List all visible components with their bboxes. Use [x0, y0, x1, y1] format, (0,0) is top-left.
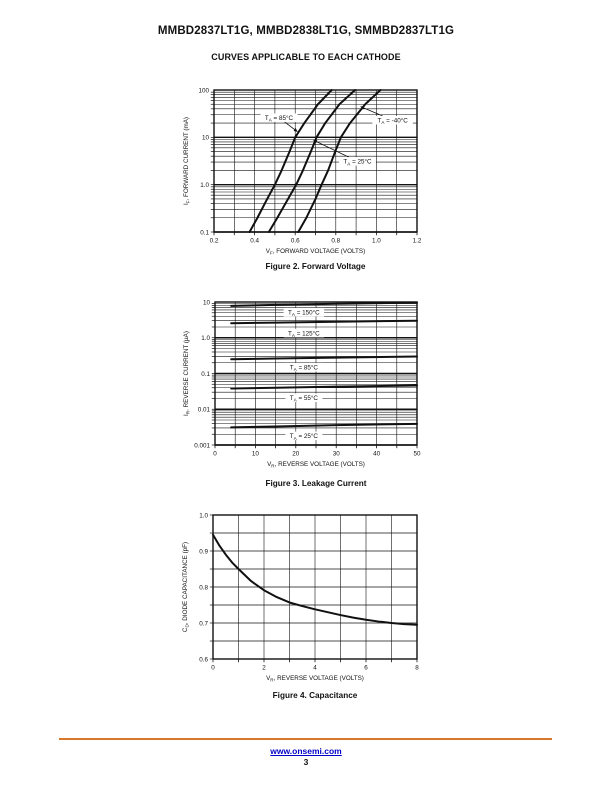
fig3-annotation-3: TA = 55°C [285, 393, 323, 403]
fig2-curve-1 [267, 89, 357, 233]
svg-text:10: 10 [203, 299, 211, 306]
fig3-annotation-1: TA = 125°C [283, 328, 325, 338]
svg-text:TA = 150°C: TA = 150°C [288, 308, 320, 317]
figure2-caption: Figure 2. Forward Voltage [265, 262, 366, 271]
fig2-x-axis-title: VF, FORWARD VOLTAGE (VOLTS) [266, 248, 365, 256]
fig2-y-axis-title: IF, FORWARD CURRENT (mA) [183, 117, 191, 205]
footer-rule [59, 738, 552, 741]
svg-text:TA = 85°C: TA = 85°C [290, 364, 319, 373]
fig3-curve-1 [230, 319, 418, 325]
grid [210, 90, 418, 236]
svg-text:0.7: 0.7 [199, 620, 208, 627]
figure2-forward-voltage-chart: 0.2 0.4 0.6 0.8 1.0 1.2 100 10 1.0 0.1 VF, FORWARD… [183, 87, 422, 256]
fig2-annotation-2: TA = 25°C [313, 139, 376, 167]
svg-text:4: 4 [313, 665, 317, 672]
svg-text:TA = 55°C: TA = 55°C [290, 394, 319, 403]
svg-text:40: 40 [373, 451, 381, 458]
fig3-annotation-0: TA = 150°C [283, 307, 325, 317]
fig2-curve-0 [248, 89, 333, 233]
svg-text:10: 10 [252, 451, 260, 458]
svg-text:1.0: 1.0 [200, 182, 209, 189]
svg-text:TA = 125°C: TA = 125°C [288, 329, 320, 338]
fig3-annotation-2: TA = 85°C [285, 362, 323, 373]
svg-text:0.8: 0.8 [331, 238, 340, 245]
svg-text:2: 2 [262, 665, 266, 672]
grid [209, 514, 418, 663]
page-title: MMBD2837LT1G, MMBD2838LT1G, SMMBD2837LT1… [157, 25, 455, 37]
fig3-x-axis-title: VR, REVERSE VOLTAGE (VOLTS) [267, 461, 365, 469]
svg-text:8: 8 [415, 665, 419, 672]
svg-text:0.1: 0.1 [200, 229, 209, 236]
figure3-leakage-current-chart: 0 10 20 30 40 50 10 1.0 0.1 0.01 0.001 VR, REVERSE … [183, 299, 421, 469]
svg-text:0.8: 0.8 [199, 584, 208, 591]
svg-text:TA = 85°C: TA = 85°C [265, 114, 294, 123]
svg-text:6: 6 [364, 665, 368, 672]
svg-text:1.0: 1.0 [201, 335, 210, 342]
fig3-curve-4 [230, 422, 418, 429]
svg-text:TA = 25°C: TA = 25°C [290, 432, 319, 441]
svg-text:1.0: 1.0 [199, 512, 208, 519]
svg-text:0.1: 0.1 [201, 371, 210, 378]
svg-text:10: 10 [202, 135, 210, 142]
svg-text:1.2: 1.2 [413, 238, 422, 245]
svg-text:0: 0 [213, 451, 217, 458]
page-subtitle: CURVES APPLICABLE TO EACH CATHODE [211, 52, 401, 62]
fig4-x-axis-title: VR, REVERSE VOLTAGE (VOLTS) [266, 675, 364, 683]
fig4-curve-0 [212, 533, 418, 626]
onsemi-link[interactable]: www.onsemi.com [270, 746, 342, 756]
svg-text:0: 0 [211, 665, 215, 672]
fig2-curve-2 [297, 89, 382, 233]
svg-text:50: 50 [413, 451, 421, 458]
fig3-curve-3 [230, 384, 418, 390]
svg-text:0.01: 0.01 [198, 407, 211, 414]
fig2-annotation-0: TA = 85°C [260, 113, 298, 132]
fig4-y-axis-title: CD, DIODE CAPACITANCE (pF) [182, 542, 190, 632]
fig3-curve-0 [230, 301, 418, 307]
svg-text:TA = 25°C: TA = 25°C [343, 158, 372, 167]
svg-text:0.6: 0.6 [199, 656, 208, 663]
svg-text:0.6: 0.6 [291, 238, 300, 245]
svg-text:20: 20 [292, 451, 300, 458]
fig3-curve-2 [230, 355, 418, 361]
svg-text:0.9: 0.9 [199, 548, 208, 555]
svg-text:0.2: 0.2 [210, 238, 219, 245]
svg-text:1.0: 1.0 [372, 238, 381, 245]
svg-text:0.001: 0.001 [194, 442, 210, 449]
page-number: 3 [303, 757, 309, 767]
svg-text:TA = -40°C: TA = -40°C [377, 117, 408, 126]
figure3-caption: Figure 3. Leakage Current [265, 479, 367, 488]
figure4-capacitance-chart: 0 2 4 6 8 1.0 0.9 0.8 0.7 0.6 VR, REVERSE VOLTAGE … [182, 512, 419, 683]
fig3-y-axis-title: IR, REVERSE CURRENT (µA) [183, 331, 191, 416]
svg-text:30: 30 [333, 451, 341, 458]
fig2-annotation-1: TA = -40°C [360, 106, 413, 125]
svg-text:0.4: 0.4 [250, 238, 259, 245]
fig3-annotation-4: TA = 25°C [285, 431, 323, 441]
figure4-caption: Figure 4. Capacitance [272, 691, 358, 700]
svg-text:100: 100 [198, 87, 209, 94]
